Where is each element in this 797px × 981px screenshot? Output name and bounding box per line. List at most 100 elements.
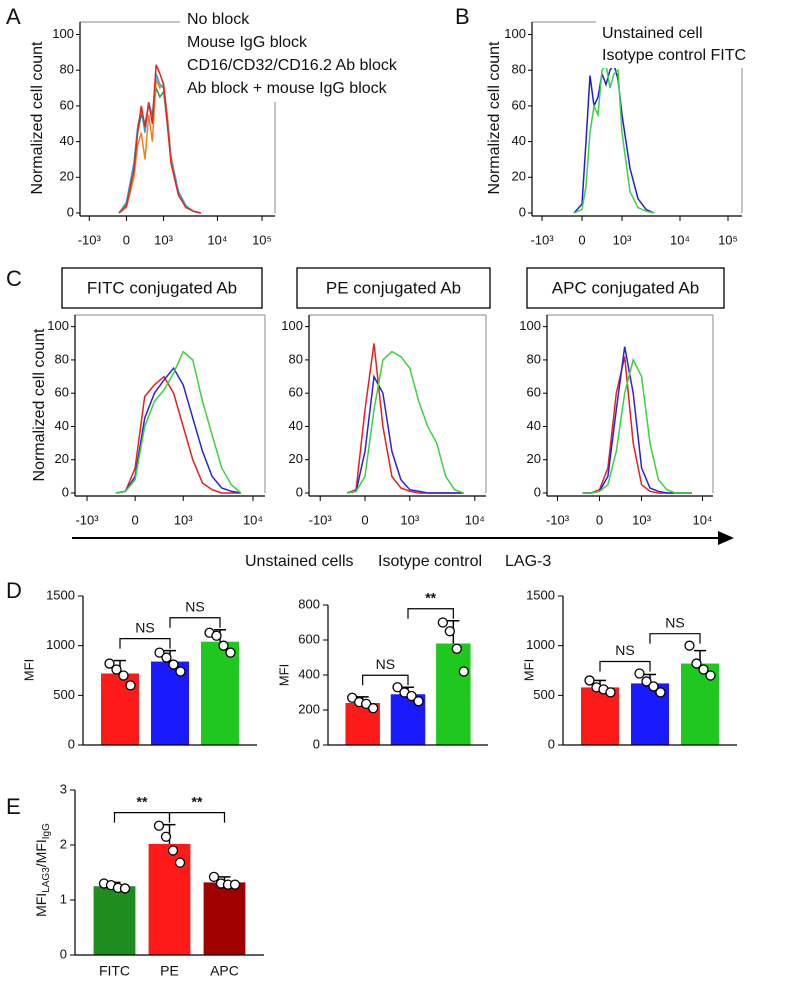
data-point [175,666,186,677]
significance-label: NS [376,656,395,672]
y-tick-label: 1 [60,891,67,906]
y-tick-label: 20 [55,451,69,466]
legend-entry: Unstained cells [245,553,354,570]
significance-label: NS [665,614,684,630]
y-tick-label: 80 [55,351,69,366]
significance-bracket [119,638,171,649]
data-point [174,857,186,868]
x-tick-label: 0 [123,232,130,247]
data-point [605,687,616,698]
title-box [296,267,491,309]
y-axis-label: Normalized cell count [29,41,46,195]
y-tick-label: 80 [512,62,526,77]
y-axis-label: Normalized cell count [31,328,48,482]
data-point [406,690,417,702]
significance-bracket [599,660,651,672]
y-tick-label: 0 [296,484,303,499]
data-point [451,643,462,654]
x-tick-label: 10⁵ [718,232,738,247]
legend-background [180,8,450,102]
significance-label: NS [135,619,154,635]
x-tick-label: -10³ [546,512,570,527]
x-tick-label: 10⁴ [465,512,485,527]
y-tick-label: 40 [289,418,303,433]
y-tick-label: 1500 [526,587,555,602]
data-point [691,658,702,669]
title-box [526,267,725,309]
significance-bracket [649,633,701,644]
data-point [684,640,695,651]
x-tick-label: PE [160,963,179,979]
y-tick-label: 20 [512,169,526,184]
y-axis-label: MFI [21,659,36,681]
y-tick-label: 800 [298,596,320,611]
data-point [698,664,709,675]
legend-entry: Ab block + mouse IgG block [187,80,388,97]
data-point [225,647,236,658]
y-tick-label: 600 [298,631,320,646]
y-tick-label: 60 [55,385,69,400]
x-tick-label: -10³ [78,232,102,247]
data-point [208,871,220,883]
y-tick-label: 0 [548,736,555,751]
y-axis-label: Normalized cell count [486,41,503,195]
panel-label: C [6,266,22,291]
y-tick-label: 100 [504,26,526,41]
x-tick-label: 10³ [613,232,632,247]
legend-background [596,20,796,68]
significance-label: ** [425,589,436,605]
y-label-subscript: LAG3 [41,867,52,893]
data-point [392,682,403,693]
data-point [368,703,379,714]
y-tick-label: 20 [289,451,303,466]
data-point [167,845,179,856]
data-point [153,820,165,831]
y-tick-label: 40 [60,133,74,148]
y-tick-label: 100 [52,26,74,41]
y-tick-label: 500 [533,687,555,702]
chart-title: PE conjugated Ab [326,278,461,297]
legend-entry: Unstained cell [602,25,703,42]
significance-label: NS [615,642,634,658]
y-tick-label: 1000 [526,637,555,652]
x-tick-label: 10³ [154,232,173,247]
data-point [655,687,666,698]
data-point [218,640,229,651]
y-tick-label: 0 [313,736,320,751]
bar [201,641,239,745]
significance-bracket [362,674,409,686]
significance-label: NS [185,598,204,614]
data-point [705,670,716,681]
panel-label: A [6,4,21,29]
x-tick-label: 0 [596,512,603,527]
y-tick-label: 0 [519,204,526,219]
histogram-line [118,64,201,214]
data-point [160,831,172,842]
x-tick-label: 10⁴ [692,512,712,527]
y-tick-label: 100 [281,318,303,333]
x-tick-label: 0 [361,512,368,527]
y-tick-label: 60 [512,97,526,112]
y-tick-label: 500 [53,687,75,702]
y-tick-label: 3 [60,781,67,796]
y-tick-label: 40 [55,418,69,433]
data-point [111,664,122,675]
x-tick-label: APC [210,963,239,979]
x-tick-label: -10³ [530,232,554,247]
bar [93,886,136,955]
y-tick-label: 100 [519,318,541,333]
data-point [641,676,652,687]
data-point [458,666,469,677]
data-point [104,658,115,669]
y-tick-label: 20 [60,169,74,184]
data-point [634,668,645,679]
legend-entry: No block [187,11,250,28]
y-tick-label: 400 [298,666,320,681]
x-tick-label: 0 [578,232,585,247]
y-label-text: MFI [33,893,49,917]
y-tick-label: 0 [60,946,67,961]
chart-title: FITC conjugated Ab [87,278,237,297]
y-tick-label: 1500 [46,587,75,602]
data-point [154,647,165,658]
